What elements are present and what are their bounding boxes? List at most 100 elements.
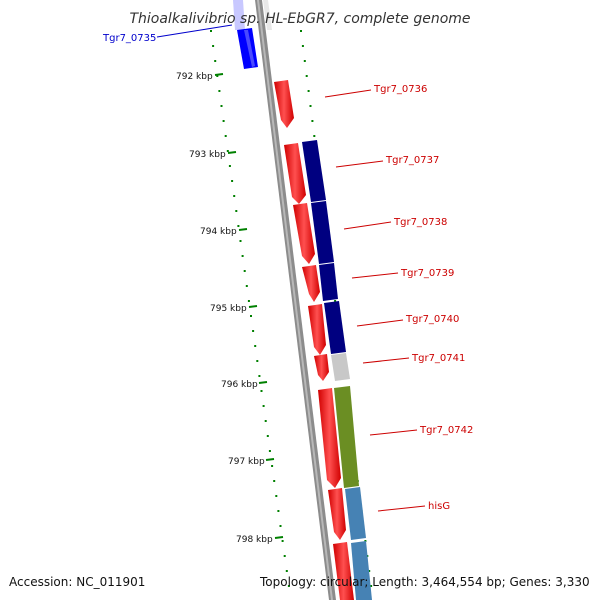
kbp-tick [214,73,224,76]
leader-line [356,319,404,327]
position-dot [275,495,278,497]
map-title: Thioalkalivibrio sp. HL-EbGR7, complete … [129,11,470,27]
gene-label-tgr7-0738[interactable]: Tgr7_0738 [393,217,447,228]
gene-tgr7-0735-stripe [244,30,255,67]
position-dot [300,30,302,32]
position-dot [266,435,269,437]
gene-labels: Tgr7_0735 Tgr7_0736 Tgr7_0737 Tgr7_0738 … [102,33,473,512]
gene-fragment-top [263,0,272,30]
leader-line [335,160,384,168]
position-dot [220,105,223,107]
leader-line [156,24,233,38]
position-dot [258,375,261,377]
gene-label-tgr7-0742[interactable]: Tgr7_0742 [419,425,473,436]
cog-hisg [345,487,366,540]
position-dot [305,75,308,77]
position-dot [241,255,244,257]
position-dot [235,210,238,212]
position-dot [364,540,367,542]
cds-track [274,80,354,600]
tick-label: 794 kbp [200,227,237,237]
tick-label: 795 kbp [210,304,247,314]
position-dot [334,300,337,302]
gene-label-tgr7-0736[interactable]: Tgr7_0736 [373,84,427,95]
position-dot [311,120,314,122]
kbp-tick [274,536,284,539]
accession-text: Accession: NC_011901 [9,575,145,589]
gene-tgr7-0740-cds[interactable] [308,304,326,355]
position-dot [264,420,267,422]
gene-leader-lines [156,24,426,512]
gene-label-tgr7-0739[interactable]: Tgr7_0739 [400,268,454,279]
topology-text: Topology: circular; Length: 3,464,554 bp… [259,575,590,589]
leader-line [377,505,426,512]
position-dot [237,225,240,227]
position-dot [309,105,312,107]
tick-label: 798 kbp [236,535,273,545]
gene-tgr7-0736[interactable] [274,80,294,128]
gene-label-tgr7-0735[interactable]: Tgr7_0735 [102,33,156,44]
cog-tgr7-0741 [331,353,350,381]
position-dot [271,465,274,467]
genome-backbone-highlight [257,0,333,600]
kbp-tick [238,228,248,231]
position-dot [285,570,288,572]
position-dot [224,135,227,137]
position-dot [254,345,257,347]
position-dot [256,360,259,362]
position-dot [231,180,234,182]
position-dot [216,75,219,77]
gene-next-cds[interactable] [333,542,354,600]
cog-tgr7-0742 [334,386,359,488]
position-dot [243,270,246,272]
gene-label-tgr7-0741[interactable]: Tgr7_0741 [411,353,465,364]
position-dot [222,120,225,122]
position-dot [233,195,236,197]
gene-tgr7-0742-cds[interactable] [318,388,341,488]
gene-tgr7-0735-faded [233,0,245,30]
cog-tgr7-0737 [302,140,326,202]
cog-tgr7-0739 [319,263,338,301]
gene-label-tgr7-0737[interactable]: Tgr7_0737 [385,155,439,166]
kbp-tick [248,305,258,308]
cog-tgr7-0740 [324,301,346,354]
cog-tgr7-0738 [311,201,334,264]
position-dot [283,555,286,557]
position-dot [313,135,316,137]
position-dot [218,90,221,92]
position-dot [210,30,212,32]
kbp-tick [227,151,237,154]
tick-label: 793 kbp [189,150,226,160]
gene-label-hisg[interactable]: hisG [428,501,450,512]
leader-line [324,89,372,98]
position-dot [268,450,271,452]
leader-line [343,221,392,230]
position-dot [214,60,217,62]
position-dot [212,45,215,47]
cog-track [302,140,372,600]
position-dot [370,585,373,587]
position-dot [250,315,252,317]
position-dot [252,330,255,332]
position-dot [301,45,304,47]
tick-label: 797 kbp [228,457,265,467]
gene-tgr7-0738-cds[interactable] [293,203,315,264]
kbp-ticks [214,73,284,539]
gene-tgr7-0739-cds[interactable] [302,265,320,302]
gene-tgr7-0737-cds[interactable] [284,143,306,204]
position-dot [245,285,248,287]
position-dot [228,165,231,167]
position-dot [287,585,290,587]
position-dot [260,390,263,392]
position-dot [277,510,280,512]
gene-label-tgr7-0740[interactable]: Tgr7_0740 [405,314,459,325]
position-dot [281,540,284,542]
leader-line [351,272,399,279]
kbp-labels: 792 kbp 793 kbp 794 kbp 795 kbp 796 kbp … [176,72,273,545]
gene-tgr7-0741-cds[interactable] [314,354,329,381]
position-dot [226,150,229,152]
gene-hisg-cds[interactable] [328,488,346,540]
position-dot [279,525,282,527]
position-dot [303,60,306,62]
